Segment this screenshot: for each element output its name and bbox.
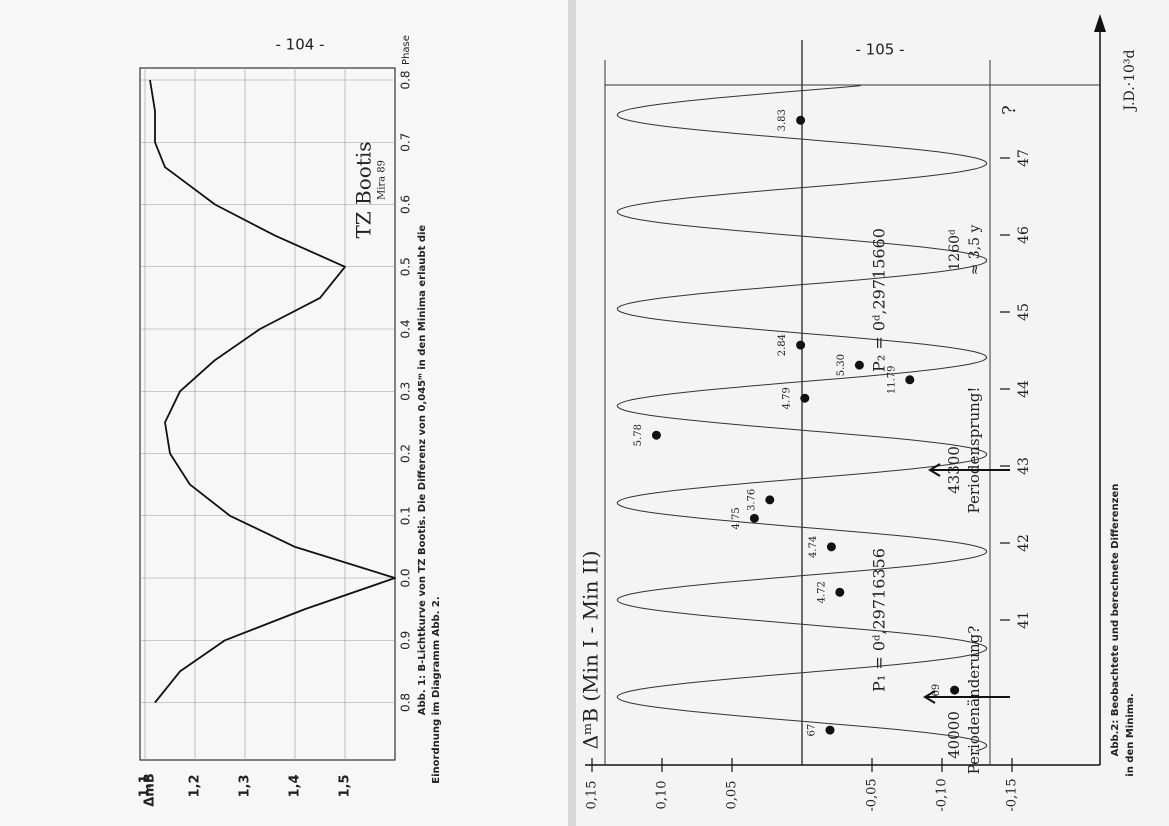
annotation: ? <box>999 105 1020 115</box>
data-point <box>800 393 810 403</box>
dm-tick-label: 0,10 <box>655 781 670 810</box>
mag-tick-label: 1,5 <box>338 774 353 797</box>
mag-tick-label: 1,2 <box>188 774 203 797</box>
dm-tick-label: 0,15 <box>585 781 600 810</box>
dm-tick-label: -0,15 <box>1005 778 1020 811</box>
phase-tick-label: 0.7 <box>399 133 413 152</box>
jd-tick-label: 46 <box>1016 226 1032 244</box>
page-number: - 105 - <box>856 41 905 59</box>
phase-tick-label: 0.1 <box>399 506 413 525</box>
point-label: 4.72 <box>816 581 827 603</box>
point-label: 4.75 <box>731 507 742 529</box>
phase-tick-label: 0.6 <box>399 195 413 214</box>
phase-tick-label: 0.0 <box>399 568 413 587</box>
data-point <box>796 115 806 125</box>
jd-tick-label: 42 <box>1016 534 1032 552</box>
jd-tick-label: 43 <box>1016 457 1032 475</box>
annotation: 1260ᵈ <box>947 229 963 271</box>
annotation: P₁ = 0ᵈ,29716356 <box>870 548 889 692</box>
jd-tick-label: 44 <box>1016 380 1032 398</box>
mag-tick-label: 1,4 <box>288 774 303 797</box>
phase-tick-label: 0.9 <box>399 631 413 650</box>
mag-tick-label: 1,3 <box>238 774 253 797</box>
caption: Abb. 1: B-Lichtkurve von TZ Bootis. Die … <box>417 225 428 716</box>
phase-tick-label: 0.8 <box>399 70 413 89</box>
phase-tick-label: 0.2 <box>399 444 413 463</box>
point-label: 67 <box>807 724 818 737</box>
arrow-head <box>1094 14 1106 32</box>
page-number: - 104 - <box>276 36 325 54</box>
data-point <box>825 725 835 735</box>
mag-tick-label: 1,1 <box>138 774 153 797</box>
data-point <box>749 513 759 523</box>
point-label: 4.79 <box>781 387 792 409</box>
star-name: TZ Bootis <box>352 141 376 238</box>
arrow <box>923 690 1010 704</box>
dm-tick-label: -0,05 <box>865 778 880 811</box>
point-label: 5.78 <box>633 424 644 446</box>
annotation: P₂ = 0ᵈ,29715660 <box>870 228 889 372</box>
arrow <box>928 463 1010 477</box>
point-label: 3.76 <box>746 489 757 511</box>
light-curve <box>149 79 396 704</box>
data-point <box>835 587 845 597</box>
caption: Abb.2: Beobachtete und berechnete Differ… <box>1110 484 1121 757</box>
point-label: 5.30 <box>836 354 847 376</box>
data-point <box>826 542 836 552</box>
jd-tick-label: 45 <box>1016 303 1032 321</box>
axis-label: J.D.·10³d <box>1122 49 1138 112</box>
phase-tick-label: 0.8 <box>399 693 413 712</box>
data-point <box>651 430 661 440</box>
axis-label: Phase <box>401 35 412 65</box>
phase-tick-label: 0.5 <box>399 257 413 276</box>
annotation: 40000 <box>945 711 963 759</box>
axis-label: ΔᵐB (Min I - Min II) <box>579 551 603 750</box>
caption: Einordnung im Diagramm Abb. 2. <box>431 596 442 783</box>
annotation: Periodensprung! <box>965 387 983 514</box>
dm-tick-label: -0,10 <box>935 778 950 811</box>
data-point <box>854 360 864 370</box>
point-label: 2.84 <box>777 334 788 356</box>
data-point <box>796 340 806 350</box>
jd-tick-label: 41 <box>1016 611 1032 629</box>
dm-tick-label: 0,05 <box>725 781 740 810</box>
jd-tick-label: 47 <box>1016 149 1032 167</box>
data-point <box>765 495 775 505</box>
point-label: 3.83 <box>777 109 788 131</box>
note: Mira 89 <box>377 160 388 200</box>
model-curve <box>616 85 988 752</box>
annotation: Periodenänderung? <box>965 626 983 775</box>
data-point <box>905 375 915 385</box>
data-point <box>950 685 960 695</box>
point-label: 4.74 <box>808 536 819 558</box>
annotation: ≈ 3,5 y <box>967 225 983 276</box>
phase-tick-label: 0.3 <box>399 382 413 401</box>
frame <box>139 67 396 761</box>
point-label: 11.79 <box>886 365 897 394</box>
phase-tick-label: 0.4 <box>399 319 413 338</box>
gutter <box>568 0 576 826</box>
axis-label: ΔmB <box>143 773 158 807</box>
point-label: 69 <box>931 684 942 697</box>
left-page <box>0 0 572 826</box>
caption: in den Minima. <box>1125 693 1136 776</box>
